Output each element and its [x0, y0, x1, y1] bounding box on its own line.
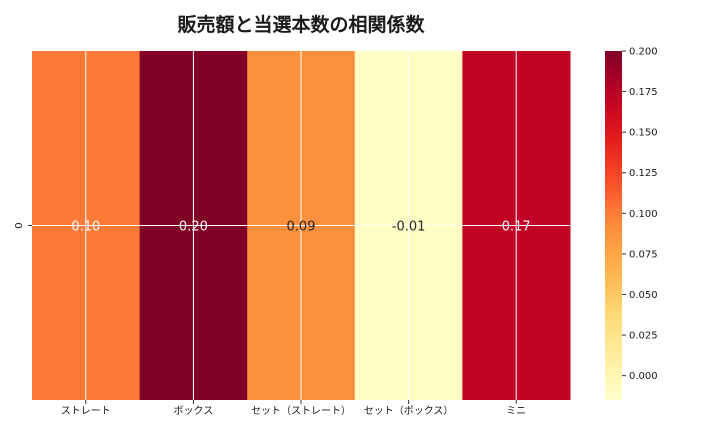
colorbar-tick-label: 0.200	[629, 47, 658, 58]
cell-value-label: 0.10	[71, 220, 100, 235]
chart-title: 販売額と当選本数の相関係数	[177, 13, 425, 36]
colorbar-tick-label: 0.050	[629, 290, 658, 301]
colorbar-gradient	[605, 51, 622, 400]
colorbar-tick-label: 0.175	[629, 87, 658, 98]
cell-value-label: 0.09	[287, 220, 316, 235]
x-tick-label: セット（ボックス）	[364, 405, 454, 417]
y-tick-label: 0	[14, 222, 25, 228]
colorbar: 0.000 0.025 0.050 0.075 0.100 0.125 0.150 0.175…	[605, 47, 658, 400]
cell-value-label: -0.01	[392, 220, 426, 235]
cell-value-label: 0.20	[179, 220, 208, 235]
x-tick-label: ミニ	[506, 406, 526, 417]
colorbar-tick-label: 0.000	[629, 371, 658, 382]
y-axis: 0	[14, 222, 32, 229]
x-tick-label: ボックス	[174, 405, 214, 417]
colorbar-tick-label: 0.100	[629, 209, 658, 220]
cell-value-label: 0.17	[502, 220, 531, 235]
gridlines	[32, 51, 570, 400]
x-tick-label: セット（ストレート）	[251, 405, 351, 417]
x-axis: ストレート ボックス セット（ストレート） セット（ボックス） ミニ	[61, 400, 526, 417]
colorbar-tick-label: 0.075	[629, 249, 658, 260]
cell-labels: 0.10 0.20 0.09 -0.01 0.17	[71, 220, 530, 235]
x-tick-label: ストレート	[61, 406, 111, 417]
colorbar-tick-label: 0.125	[629, 168, 658, 179]
colorbar-tick-label: 0.150	[629, 128, 658, 139]
colorbar-tick-label: 0.025	[629, 331, 658, 342]
